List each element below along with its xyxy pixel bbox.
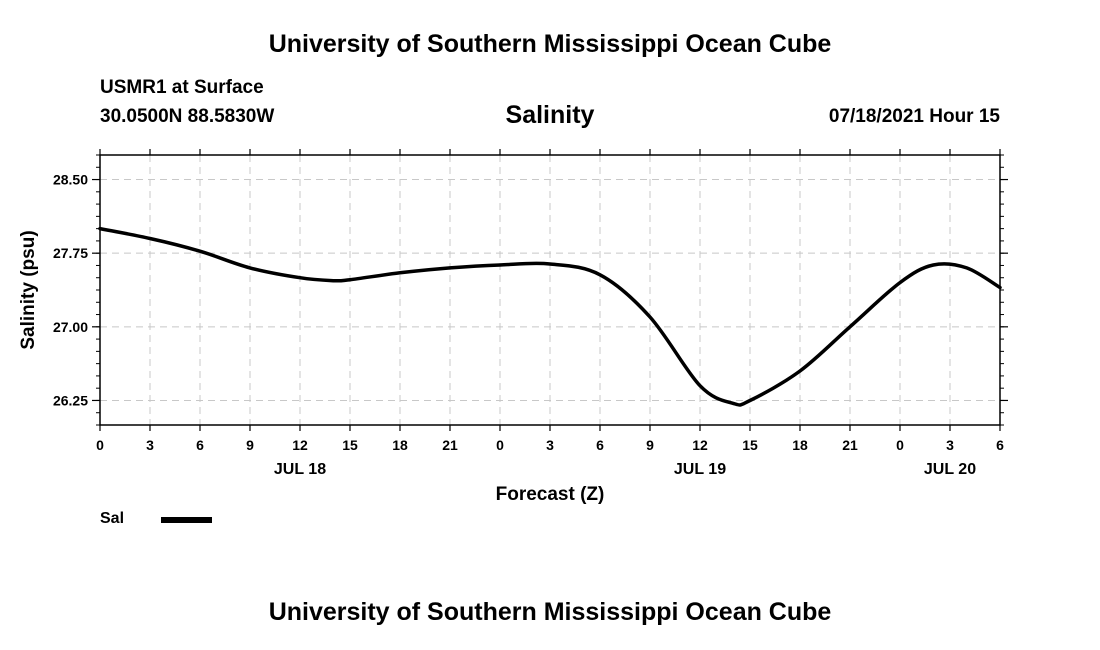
x-tick-label: 18	[392, 437, 408, 453]
x-tick-label: 6	[196, 437, 204, 453]
series-layer	[98, 226, 1002, 407]
y-axis-ticks: 26.25 27.00 27.75 28.50	[53, 172, 1008, 408]
x-tick-label: 0	[496, 437, 504, 453]
station-label: USMR1 at Surface	[100, 77, 264, 98]
x-tick-label: 21	[442, 437, 458, 453]
page-title: University of Southern Mississippi Ocean…	[268, 30, 832, 58]
legend-label: Sal	[100, 510, 125, 527]
station-coordinates: 30.0500N 88.5830W	[100, 106, 275, 127]
y-tick-label: 26.25	[53, 392, 88, 408]
plot-title: Salinity	[505, 101, 595, 129]
y-tick-label: 27.00	[53, 319, 88, 335]
forecast-datetime: 07/18/2021 Hour 15	[828, 106, 1000, 127]
x-tick-label: 15	[742, 437, 758, 453]
y-tick-label: 28.50	[53, 172, 88, 188]
plot-frame	[99, 154, 1001, 426]
x-tick-label: 3	[546, 437, 554, 453]
x-axis-label: Forecast (Z)	[496, 484, 605, 505]
x-tick-label: 9	[646, 437, 654, 453]
grid-lines	[100, 155, 1000, 425]
day-label: JUL 18	[274, 461, 326, 478]
x-tick-label: 9	[246, 437, 254, 453]
x-tick-label: 6	[596, 437, 604, 453]
series-line-sal	[98, 226, 1002, 407]
x-tick-label: 12	[292, 437, 308, 453]
x-tick-label: 21	[842, 437, 858, 453]
x-axis-ticks: 0 3 6 9 12 15 18 21 0 3 6 9 12 15 18 21 0 3 6 JUL 18 JUL 19 J…	[96, 149, 1004, 478]
x-tick-label: 3	[946, 437, 954, 453]
x-tick-label: 18	[792, 437, 808, 453]
x-tick-label: 0	[96, 437, 104, 453]
y-axis-label: Salinity (psu)	[18, 230, 39, 349]
x-tick-label: 0	[896, 437, 904, 453]
x-tick-label: 3	[146, 437, 154, 453]
legend-line-swatch	[161, 517, 212, 523]
footer-title: University of Southern Mississippi Ocean…	[268, 598, 832, 626]
day-label: JUL 19	[674, 461, 726, 478]
day-label: JUL 20	[924, 461, 976, 478]
x-tick-label: 15	[342, 437, 358, 453]
x-tick-label: 12	[692, 437, 708, 453]
y-tick-label: 27.75	[53, 245, 88, 261]
x-tick-label: 6	[996, 437, 1004, 453]
